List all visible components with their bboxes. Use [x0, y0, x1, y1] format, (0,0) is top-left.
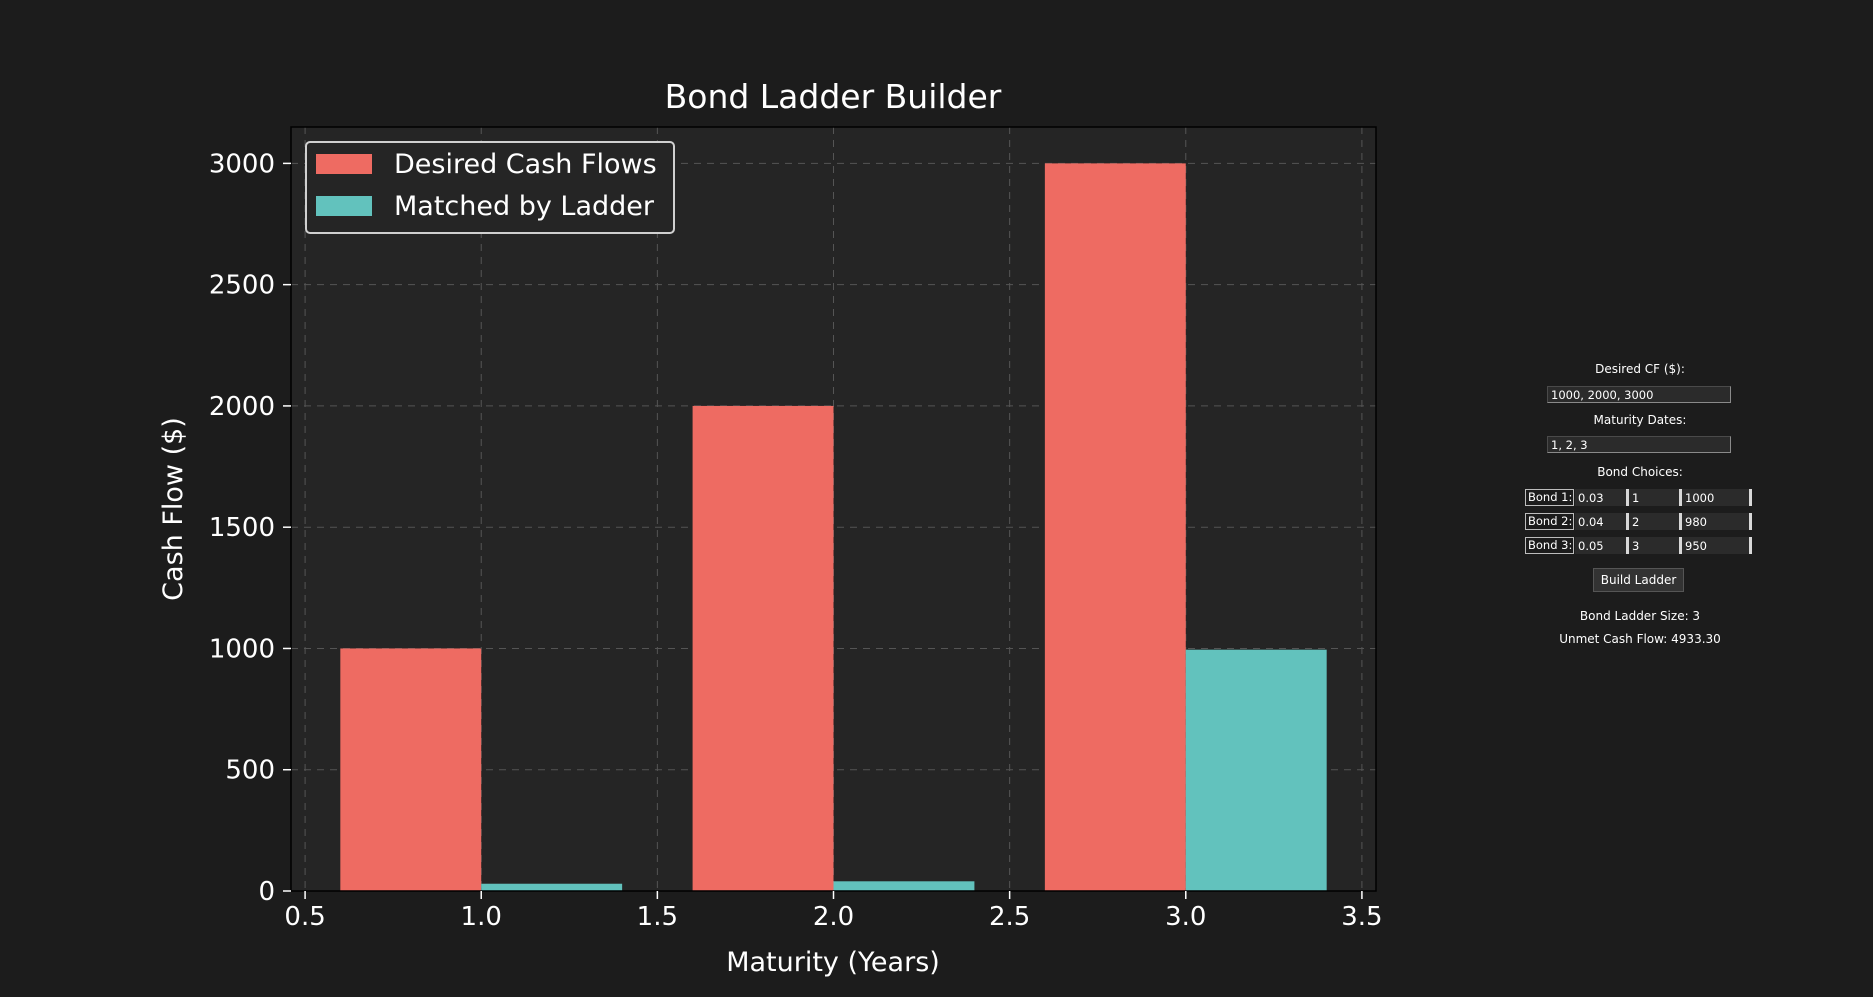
bond-2-price-input[interactable]	[1682, 513, 1752, 530]
x-tick-label-6: 3.5	[1341, 902, 1382, 932]
y-tick-label-5: 2500	[209, 271, 275, 301]
matched-bar-3	[1185, 649, 1327, 891]
desired-bar-3	[1044, 163, 1186, 891]
bond-2-maturity-input[interactable]	[1629, 513, 1682, 530]
desired-cf-input[interactable]	[1547, 386, 1731, 403]
legend-swatch-desired	[316, 154, 372, 174]
x-tick-label-3: 2.0	[813, 902, 854, 932]
legend-swatch-matched	[316, 196, 372, 216]
legend-box	[305, 141, 675, 234]
x-tick-label-5: 3.0	[1165, 902, 1206, 932]
bond-3-rate-input[interactable]	[1575, 537, 1629, 554]
x-tick-label-1: 1.0	[461, 902, 502, 932]
bars	[340, 163, 1327, 891]
legend: Desired Cash Flows Matched by Ladder	[305, 141, 675, 234]
matched-bar-2	[833, 881, 975, 891]
y-tick-label-4: 2000	[209, 392, 275, 422]
desired-bar-2	[692, 405, 834, 891]
bond-choices-label: Bond Choices:	[1597, 465, 1683, 479]
legend-label-matched: Matched by Ladder	[394, 191, 655, 222]
x-axis-label: Maturity (Years)	[726, 947, 940, 978]
bond-2-label: Bond 2:	[1525, 513, 1574, 530]
chart-title: Bond Ladder Builder	[665, 77, 1002, 116]
bond-1-label: Bond 1:	[1525, 489, 1574, 506]
y-tick-label-3: 1500	[209, 513, 275, 543]
desired-cf-label: Desired CF ($):	[1595, 362, 1685, 376]
y-tick-label-0: 0	[258, 877, 275, 907]
x-tick-label-4: 2.5	[989, 902, 1030, 932]
axis-ticks: 0.5 1.0 1.5 2.0 2.5 3.0 3.5 0 500 1000 1500 2000 250…	[209, 149, 1383, 932]
bond-3-maturity-input[interactable]	[1629, 537, 1682, 554]
y-tick-label-2: 1000	[209, 634, 275, 664]
bond-3-label: Bond 3:	[1525, 537, 1574, 554]
legend-label-desired: Desired Cash Flows	[394, 149, 657, 180]
y-tick-label-6: 3000	[209, 149, 275, 179]
bond-2-rate-input[interactable]	[1575, 513, 1629, 530]
maturity-dates-input[interactable]	[1547, 436, 1731, 453]
bond-3-price-input[interactable]	[1682, 537, 1752, 554]
unmet-cash-flow-text: Unmet Cash Flow: 4933.30	[1559, 632, 1721, 646]
matched-bar-1	[481, 883, 623, 891]
desired-bar-1	[340, 648, 482, 891]
bond-1-rate-input[interactable]	[1575, 489, 1629, 506]
bond-1-maturity-input[interactable]	[1629, 489, 1682, 506]
build-ladder-button[interactable]: Build Ladder	[1593, 568, 1684, 592]
ladder-size-text: Bond Ladder Size: 3	[1579, 609, 1701, 623]
y-axis-label: Cash Flow ($)	[158, 417, 189, 601]
bond-1-price-input[interactable]	[1682, 489, 1752, 506]
x-tick-label-2: 1.5	[637, 902, 678, 932]
y-tick-label-1: 500	[225, 756, 275, 786]
maturity-dates-label: Maturity Dates:	[1593, 413, 1687, 427]
x-tick-label-0: 0.5	[284, 902, 325, 932]
